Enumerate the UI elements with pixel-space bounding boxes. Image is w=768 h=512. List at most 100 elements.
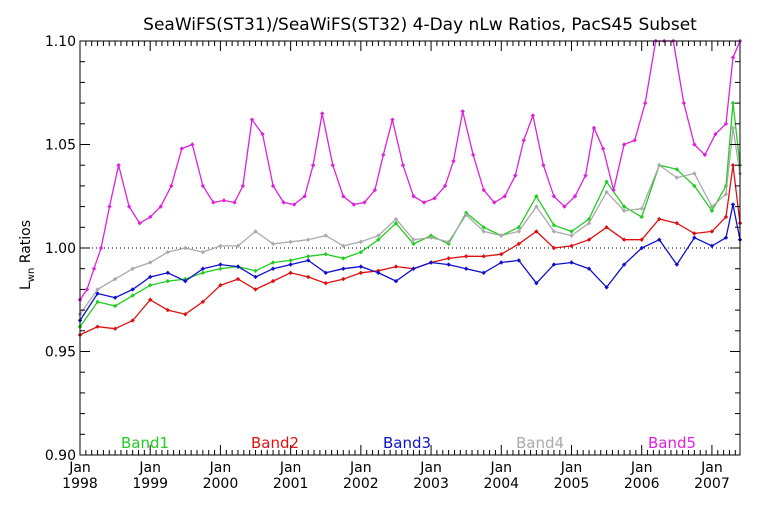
data-point xyxy=(253,274,258,280)
data-point xyxy=(218,262,223,267)
data-point xyxy=(358,264,364,269)
data-point xyxy=(562,204,567,209)
data-point xyxy=(492,200,497,205)
data-point xyxy=(451,158,456,164)
data-point xyxy=(534,229,539,234)
data-point xyxy=(709,243,715,249)
data-point xyxy=(169,183,174,189)
x-tick-month-label: Jan xyxy=(68,460,91,476)
data-point xyxy=(411,194,416,199)
chart-title: SeaWiFS(ST31)/SeaWiFS(ST32) 4-Day nLw Ra… xyxy=(143,15,697,35)
y-axis-label-main: L xyxy=(18,282,34,290)
data-point xyxy=(723,121,729,126)
data-point xyxy=(446,256,451,261)
data-point xyxy=(148,274,153,280)
data-point xyxy=(541,163,546,168)
data-point xyxy=(692,231,697,236)
data-point xyxy=(730,55,736,60)
data-point xyxy=(723,214,729,220)
y-tick-label: 0.90 xyxy=(45,448,76,464)
series-line-band5 xyxy=(79,40,741,301)
data-point xyxy=(621,208,627,213)
data-point xyxy=(723,183,729,189)
data-point xyxy=(351,202,357,207)
x-tick-year-label: 1998 xyxy=(62,476,98,492)
data-point xyxy=(323,270,328,276)
series-band5 xyxy=(77,38,743,302)
x-tick-year-label: 2005 xyxy=(554,476,590,492)
data-point xyxy=(723,191,729,197)
legend-entry-band2: Band2 xyxy=(251,434,299,452)
data-point xyxy=(235,276,241,282)
data-point xyxy=(674,175,680,180)
data-point xyxy=(91,266,97,271)
data-point xyxy=(183,245,188,251)
data-point xyxy=(98,245,104,251)
data-point xyxy=(400,163,406,168)
data-point xyxy=(393,264,399,269)
data-point xyxy=(358,270,364,276)
data-point xyxy=(270,266,276,271)
data-point xyxy=(281,200,286,205)
data-point xyxy=(681,100,687,106)
data-point xyxy=(569,229,574,234)
data-point xyxy=(240,183,246,189)
data-point xyxy=(270,260,276,265)
data-point xyxy=(591,125,597,131)
legend-entry-band4: Band4 xyxy=(516,434,564,452)
data-point xyxy=(232,200,237,205)
x-tick-year-label: 2001 xyxy=(273,476,309,492)
series-band3 xyxy=(77,202,743,323)
data-point xyxy=(643,100,648,106)
data-point xyxy=(323,252,328,257)
data-point xyxy=(393,220,399,226)
x-tick-month-label: Jan xyxy=(489,460,512,476)
data-point xyxy=(723,235,729,240)
data-point xyxy=(112,326,118,331)
data-point xyxy=(521,138,526,143)
data-point xyxy=(372,187,378,193)
data-point xyxy=(604,285,609,290)
y-tick-label: 1.00 xyxy=(45,241,76,257)
data-point xyxy=(657,163,662,168)
legend-entry-band1: Band1 xyxy=(121,434,169,452)
data-point xyxy=(341,276,346,282)
data-point xyxy=(446,239,451,244)
data-point xyxy=(421,200,427,205)
data-point xyxy=(621,204,627,209)
data-point xyxy=(341,243,346,249)
data-point xyxy=(137,220,142,226)
x-tick-year-label: 2000 xyxy=(203,476,239,492)
data-point xyxy=(411,241,416,247)
data-point xyxy=(341,266,346,271)
data-point xyxy=(270,183,276,189)
data-point xyxy=(376,270,381,276)
data-point xyxy=(393,278,399,284)
data-point xyxy=(218,283,223,288)
data-point xyxy=(107,204,112,209)
data-point xyxy=(253,287,258,292)
data-point xyxy=(674,262,680,267)
data-point xyxy=(376,233,381,238)
data-point xyxy=(516,229,522,234)
data-point xyxy=(604,179,609,184)
data-point xyxy=(84,287,90,292)
data-point xyxy=(411,266,416,271)
data-point xyxy=(621,237,627,242)
data-point xyxy=(253,229,258,234)
data-point xyxy=(534,280,539,286)
data-point xyxy=(148,260,153,265)
data-point xyxy=(530,113,536,118)
data-point xyxy=(428,235,434,240)
data-point xyxy=(516,258,522,263)
data-point xyxy=(709,204,715,209)
data-point xyxy=(218,266,223,271)
data-point xyxy=(692,235,697,240)
data-point xyxy=(323,280,328,286)
data-point xyxy=(320,111,325,116)
data-point xyxy=(551,194,557,199)
data-point xyxy=(586,266,592,271)
data-point xyxy=(583,173,588,178)
data-point xyxy=(551,223,557,228)
x-tick-year-label: 2007 xyxy=(694,476,730,492)
